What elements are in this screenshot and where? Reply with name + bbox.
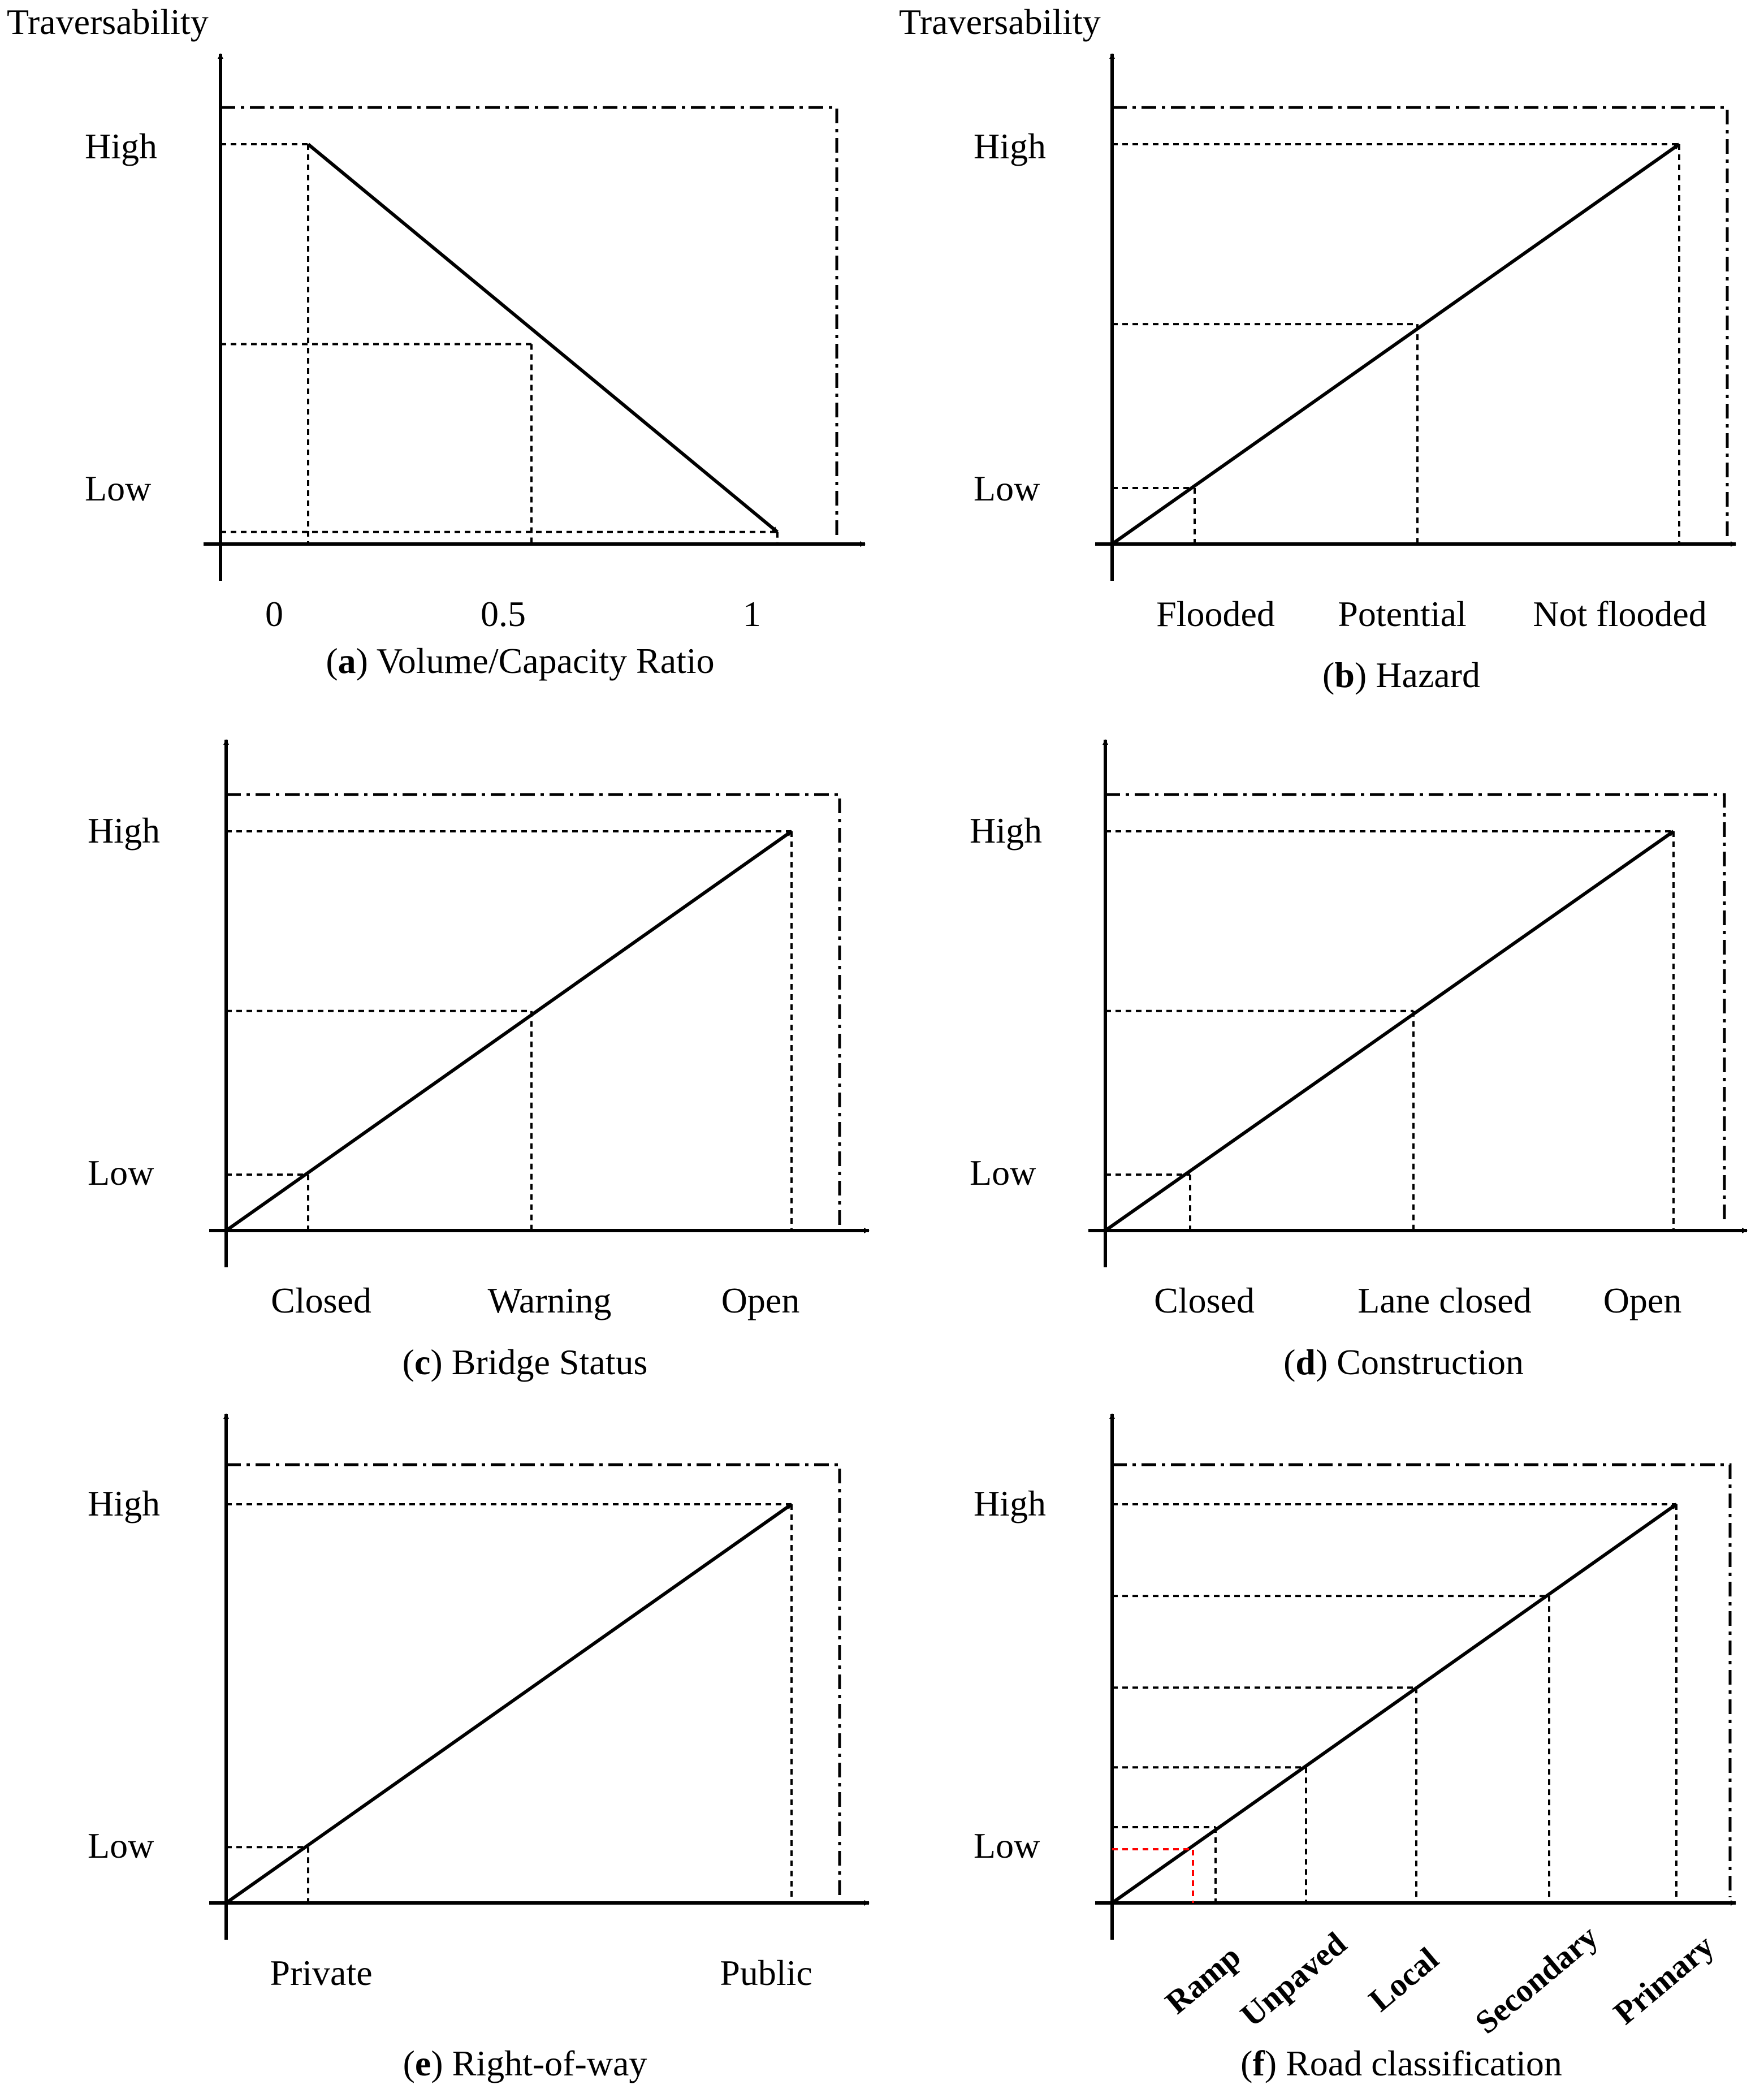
y-level-high: High <box>88 1483 160 1523</box>
category-label: Local <box>1362 1940 1446 2019</box>
y-level-low: Low <box>974 1825 1040 1866</box>
caption-letter: f <box>1252 2043 1265 2083</box>
caption-close-paren: ) <box>1316 1342 1337 1382</box>
trend-line <box>1111 143 1680 546</box>
category-label: Primary <box>1606 1927 1720 2031</box>
y-axis-title: Traversability <box>899 2 1101 42</box>
upper-bound-frame <box>1112 106 1729 538</box>
y-level-low: Low <box>88 1825 154 1866</box>
trend-line <box>307 143 779 534</box>
caption-close-paren: ) <box>1355 655 1376 695</box>
caption-text: Hazard <box>1376 655 1480 695</box>
upper-bound-frame <box>1112 1463 1732 1897</box>
caption-text: Right-of-way <box>452 2043 647 2083</box>
category-label: Private <box>270 1953 372 1993</box>
category-label: Not flooded <box>1533 594 1707 634</box>
category-label: Unpaved <box>1233 1925 1353 2034</box>
panel-caption: (f) Road classification <box>1240 2043 1562 2083</box>
caption-open-paren: ( <box>1322 655 1334 695</box>
category-label: Ramp <box>1158 1937 1248 2021</box>
panel-d: High Low Closed Lane closed Open (d) Construc… <box>970 739 1748 1382</box>
caption-letter: b <box>1334 655 1355 695</box>
x-tick-label: 0.5 <box>481 594 526 634</box>
trend-line <box>225 1503 793 1905</box>
caption-letter: a <box>338 641 356 681</box>
y-level-high: High <box>85 126 157 166</box>
category-label: Lane closed <box>1357 1280 1531 1320</box>
panel-a: Traversability High Low 0 0.5 1 (a) Volume/Cap… <box>7 2 866 681</box>
panel-e: High Low Private Public (e) Right-of-way <box>88 1413 870 2083</box>
caption-open-paren: ( <box>403 1342 414 1382</box>
category-label: Flooded <box>1156 594 1275 634</box>
category-label: Open <box>1603 1280 1682 1320</box>
caption-letter: e <box>415 2043 431 2083</box>
category-label: Warning <box>488 1280 612 1320</box>
panel-caption: (d) Construction <box>1283 1342 1524 1382</box>
upper-bound-frame <box>226 793 841 1225</box>
caption-letter: c <box>414 1342 430 1382</box>
caption-close-paren: ) <box>1265 2043 1286 2083</box>
y-level-high: High <box>88 810 160 851</box>
panel-caption: (e) Right-of-way <box>403 2043 647 2083</box>
trend-line <box>1111 1503 1677 1905</box>
caption-open-paren: ( <box>403 2043 415 2083</box>
caption-close-paren: ) <box>431 2043 452 2083</box>
caption-text: Road classification <box>1286 2043 1562 2083</box>
panel-b: Traversability High Low Flooded Potential Not… <box>899 2 1736 695</box>
panel-caption: (b) Hazard <box>1322 655 1480 695</box>
upper-bound-frame <box>1105 793 1726 1225</box>
panel-caption: (c) Bridge Status <box>403 1342 648 1382</box>
y-level-low: Low <box>974 468 1040 508</box>
upper-bound-frame <box>220 106 838 538</box>
category-label: Closed <box>271 1280 371 1320</box>
upper-bound-frame <box>226 1463 841 1897</box>
caption-text: Volume/Capacity Ratio <box>377 641 715 681</box>
caption-text: Bridge Status <box>452 1342 648 1382</box>
y-axis-title: Traversability <box>7 2 209 42</box>
panel-caption: (a) Volume/Capacity Ratio <box>326 641 714 681</box>
category-label: Closed <box>1154 1280 1255 1320</box>
y-level-high: High <box>974 126 1046 166</box>
caption-text: Construction <box>1337 1342 1524 1382</box>
trend-line <box>225 830 793 1232</box>
x-tick-label: 0 <box>265 594 283 634</box>
y-level-high: High <box>974 1483 1046 1523</box>
highlight-marker <box>1112 1848 1194 1903</box>
caption-close-paren: ) <box>430 1342 451 1382</box>
caption-open-paren: ( <box>326 641 338 681</box>
caption-close-paren: ) <box>356 641 377 681</box>
caption-open-paren: ( <box>1240 2043 1252 2083</box>
caption-letter: d <box>1295 1342 1316 1382</box>
y-level-low: Low <box>85 468 151 508</box>
panel-c: High Low Closed Warning Open (c) Bridge Statu… <box>88 739 870 1382</box>
category-label: Potential <box>1338 594 1467 634</box>
x-tick-label: 1 <box>743 594 761 634</box>
caption-open-paren: ( <box>1283 1342 1295 1382</box>
y-level-high: High <box>970 810 1042 851</box>
category-label: Secondary <box>1468 1918 1605 2041</box>
trend-line <box>1104 830 1675 1232</box>
y-level-low: Low <box>970 1153 1036 1193</box>
category-label: Open <box>721 1280 800 1320</box>
y-level-low: Low <box>88 1153 154 1193</box>
category-label: Public <box>720 1953 812 1993</box>
